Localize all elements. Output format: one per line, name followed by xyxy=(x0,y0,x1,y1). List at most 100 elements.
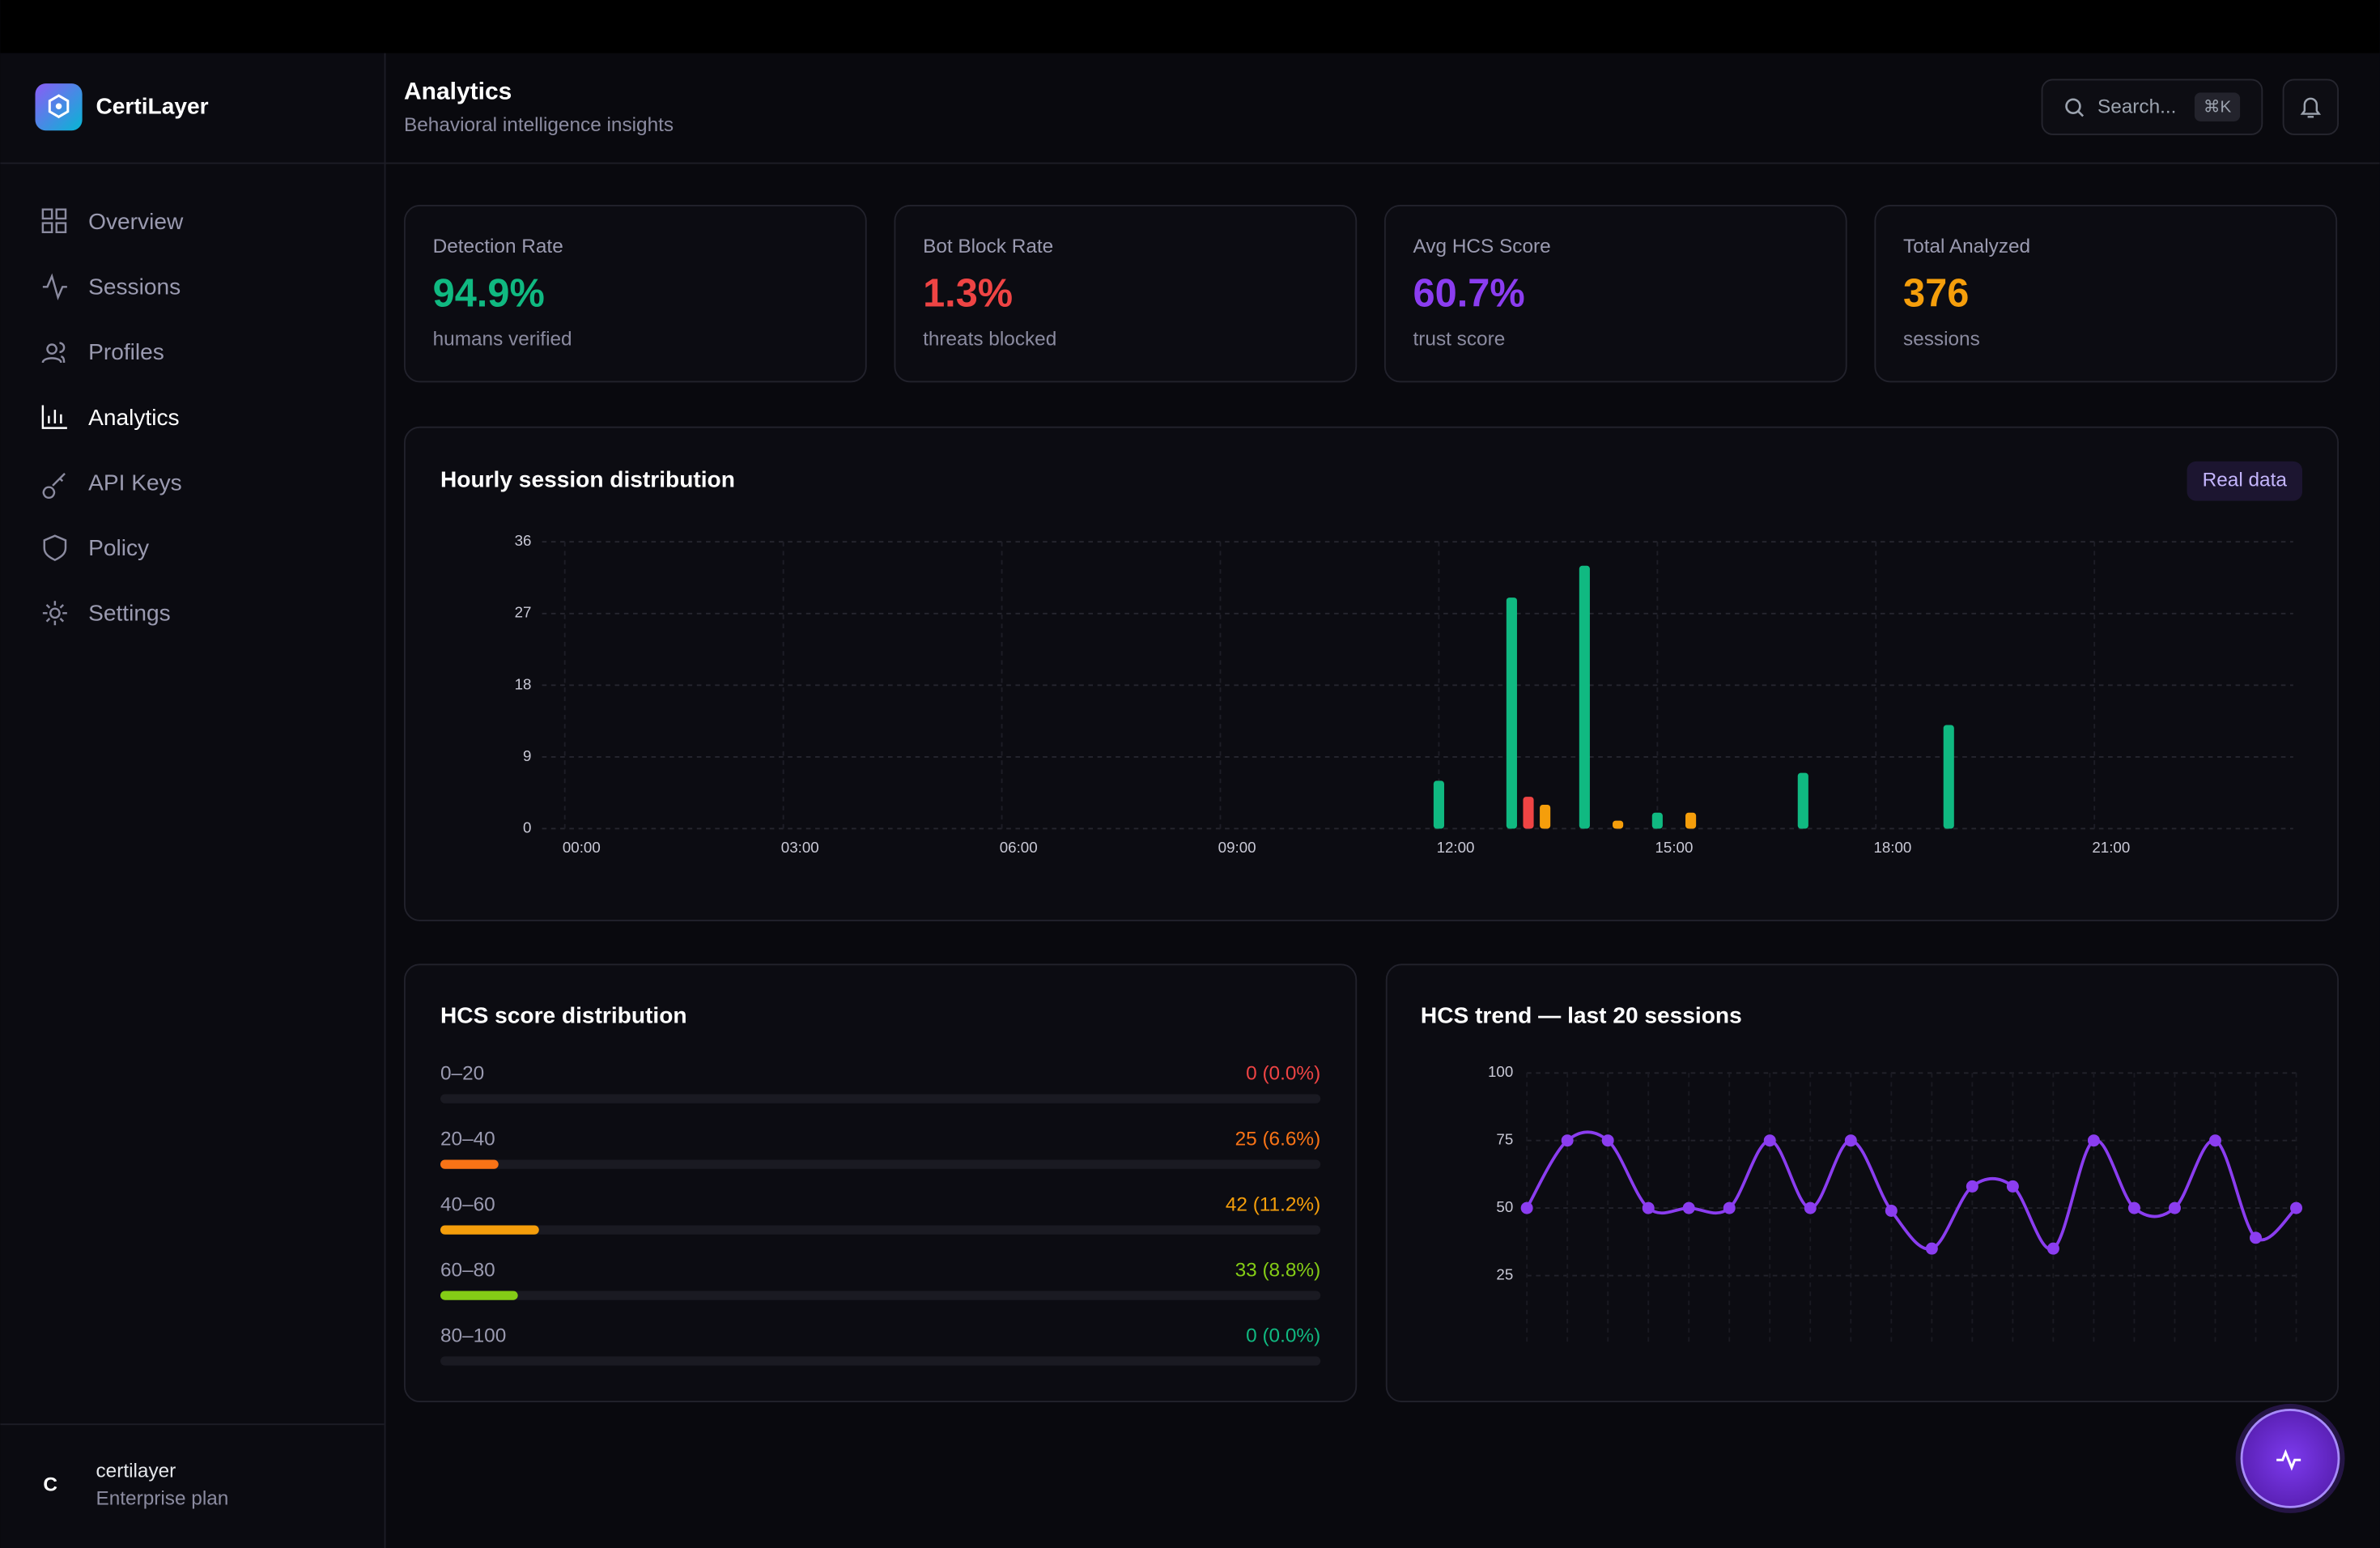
x-tick-label: 21:00 xyxy=(2092,839,2130,856)
track xyxy=(440,1291,1321,1300)
stat-value: 94.9% xyxy=(433,271,545,315)
bell-icon xyxy=(2300,97,2322,118)
nav-item[interactable]: Settings xyxy=(42,601,171,626)
y-tick-label: 25 xyxy=(1496,1265,1513,1282)
stat-note: trust score xyxy=(1413,328,1506,350)
stats: Detection Rate 94.9% humans verified Bot Bl… xyxy=(404,205,2338,383)
search-placeholder: Search... xyxy=(2097,96,2177,118)
y-tick-label: 100 xyxy=(1488,1063,1513,1080)
y-tick-label: 50 xyxy=(1496,1198,1513,1215)
range-value: 33 (8.8%) xyxy=(1235,1260,1321,1282)
range-label: 20–40 xyxy=(440,1129,495,1150)
stat-note: humans verified xyxy=(433,328,572,350)
bar xyxy=(1797,772,1808,829)
progress-bar xyxy=(440,1159,499,1169)
badge xyxy=(2187,461,2303,501)
nav-icon xyxy=(41,405,67,429)
x-tick-label: 18:00 xyxy=(1873,839,1911,856)
trend-point xyxy=(1601,1134,1614,1147)
x-tick-label: 12:00 xyxy=(1437,839,1475,856)
trend-point xyxy=(2249,1231,2262,1244)
bar xyxy=(1943,725,1954,829)
distribution-card xyxy=(404,963,1358,1403)
x-tick-label: 06:00 xyxy=(1000,839,1038,856)
trend-point xyxy=(1520,1201,1533,1214)
fab-icon xyxy=(2276,1448,2301,1471)
logo-dot xyxy=(55,103,62,109)
sidebar xyxy=(0,53,385,1548)
range-value: 25 (6.6%) xyxy=(1235,1129,1321,1150)
bar xyxy=(1685,812,1697,829)
hourly-title: Hourly session distribution xyxy=(440,467,735,492)
y-tick-label: 9 xyxy=(523,747,531,764)
nav-icon xyxy=(42,601,67,626)
badge-text: Real data xyxy=(2203,470,2288,491)
stat-label: Total Analyzed xyxy=(1903,236,2030,257)
x-tick-label: 09:00 xyxy=(1218,839,1256,856)
nav-icon xyxy=(43,534,67,562)
fab[interactable] xyxy=(2240,1409,2340,1508)
y-tick-label: 18 xyxy=(515,675,532,692)
nav-item[interactable]: Profiles xyxy=(41,339,164,364)
user-initial: C xyxy=(43,1474,57,1496)
range-label: 60–80 xyxy=(440,1260,495,1282)
nav-label: API Keys xyxy=(88,470,182,495)
trend-point xyxy=(1885,1204,1898,1217)
trend-point xyxy=(2006,1180,2019,1193)
trend-point xyxy=(1723,1201,1736,1214)
notifications-button[interactable] xyxy=(2282,79,2340,135)
user-plan: Enterprise plan xyxy=(96,1487,228,1509)
nav-label: Policy xyxy=(88,535,149,560)
page-title: Analytics xyxy=(404,78,512,104)
stat-value: 60.7% xyxy=(1413,271,1525,315)
search[interactable]: Search... ⌘K xyxy=(2041,79,2263,135)
stat-label: Bot Block Rate xyxy=(923,236,1053,257)
search-icon-handle xyxy=(2077,110,2085,117)
stat-note: sessions xyxy=(1903,328,1980,350)
nav-item[interactable]: Overview xyxy=(41,208,184,234)
trend-title: HCS trend — last 20 sessions xyxy=(1421,1002,1742,1027)
trend-point xyxy=(2046,1242,2059,1255)
nav-label: Analytics xyxy=(88,405,179,430)
stat-value: 1.3% xyxy=(923,271,1013,315)
trend-card xyxy=(1385,963,2340,1403)
x-tick-label: 00:00 xyxy=(563,839,601,856)
nav-item[interactable]: Analytics xyxy=(41,405,180,430)
nav-label: Overview xyxy=(88,209,184,234)
trend-point xyxy=(2290,1201,2303,1214)
nav-icon xyxy=(41,342,66,364)
bar xyxy=(1433,780,1444,829)
top-bar xyxy=(0,0,2380,53)
track xyxy=(440,1094,1321,1104)
nav-item[interactable]: API Keys xyxy=(42,470,182,500)
nav-label: Sessions xyxy=(88,274,181,300)
shortcut: ⌘K xyxy=(2204,98,2232,117)
stat-card xyxy=(404,205,867,383)
stat-value: 376 xyxy=(1903,271,1969,315)
nav-item[interactable]: Sessions xyxy=(42,273,181,301)
y-tick-label: 0 xyxy=(523,819,531,836)
nav-label: Settings xyxy=(88,601,171,626)
trend-point xyxy=(1925,1242,1938,1255)
trend-point xyxy=(1682,1201,1695,1214)
stat-card xyxy=(894,205,1358,383)
stat-card xyxy=(1874,205,2338,383)
trend-point xyxy=(2087,1134,2100,1147)
charts: 0 9 18 27 36 00:00 03:00 06:00 09:00 12:00 15:00 18… xyxy=(440,532,2303,1366)
bar xyxy=(1651,812,1663,829)
trend-point xyxy=(1642,1201,1655,1214)
nav-item[interactable]: Policy xyxy=(43,534,149,562)
bar xyxy=(1613,820,1624,829)
trend-point xyxy=(2168,1201,2181,1214)
range-value: 42 (11.2%) xyxy=(1226,1194,1320,1216)
track xyxy=(440,1356,1321,1366)
stat-note: threats blocked xyxy=(923,328,1056,350)
nav-icon xyxy=(42,273,67,301)
hourly-card xyxy=(404,426,2340,921)
stat-label: Avg HCS Score xyxy=(1413,236,1551,257)
range-value: 0 (0.0%) xyxy=(1246,1063,1320,1085)
y-tick-label: 36 xyxy=(515,532,532,549)
progress-bar xyxy=(440,1225,539,1235)
